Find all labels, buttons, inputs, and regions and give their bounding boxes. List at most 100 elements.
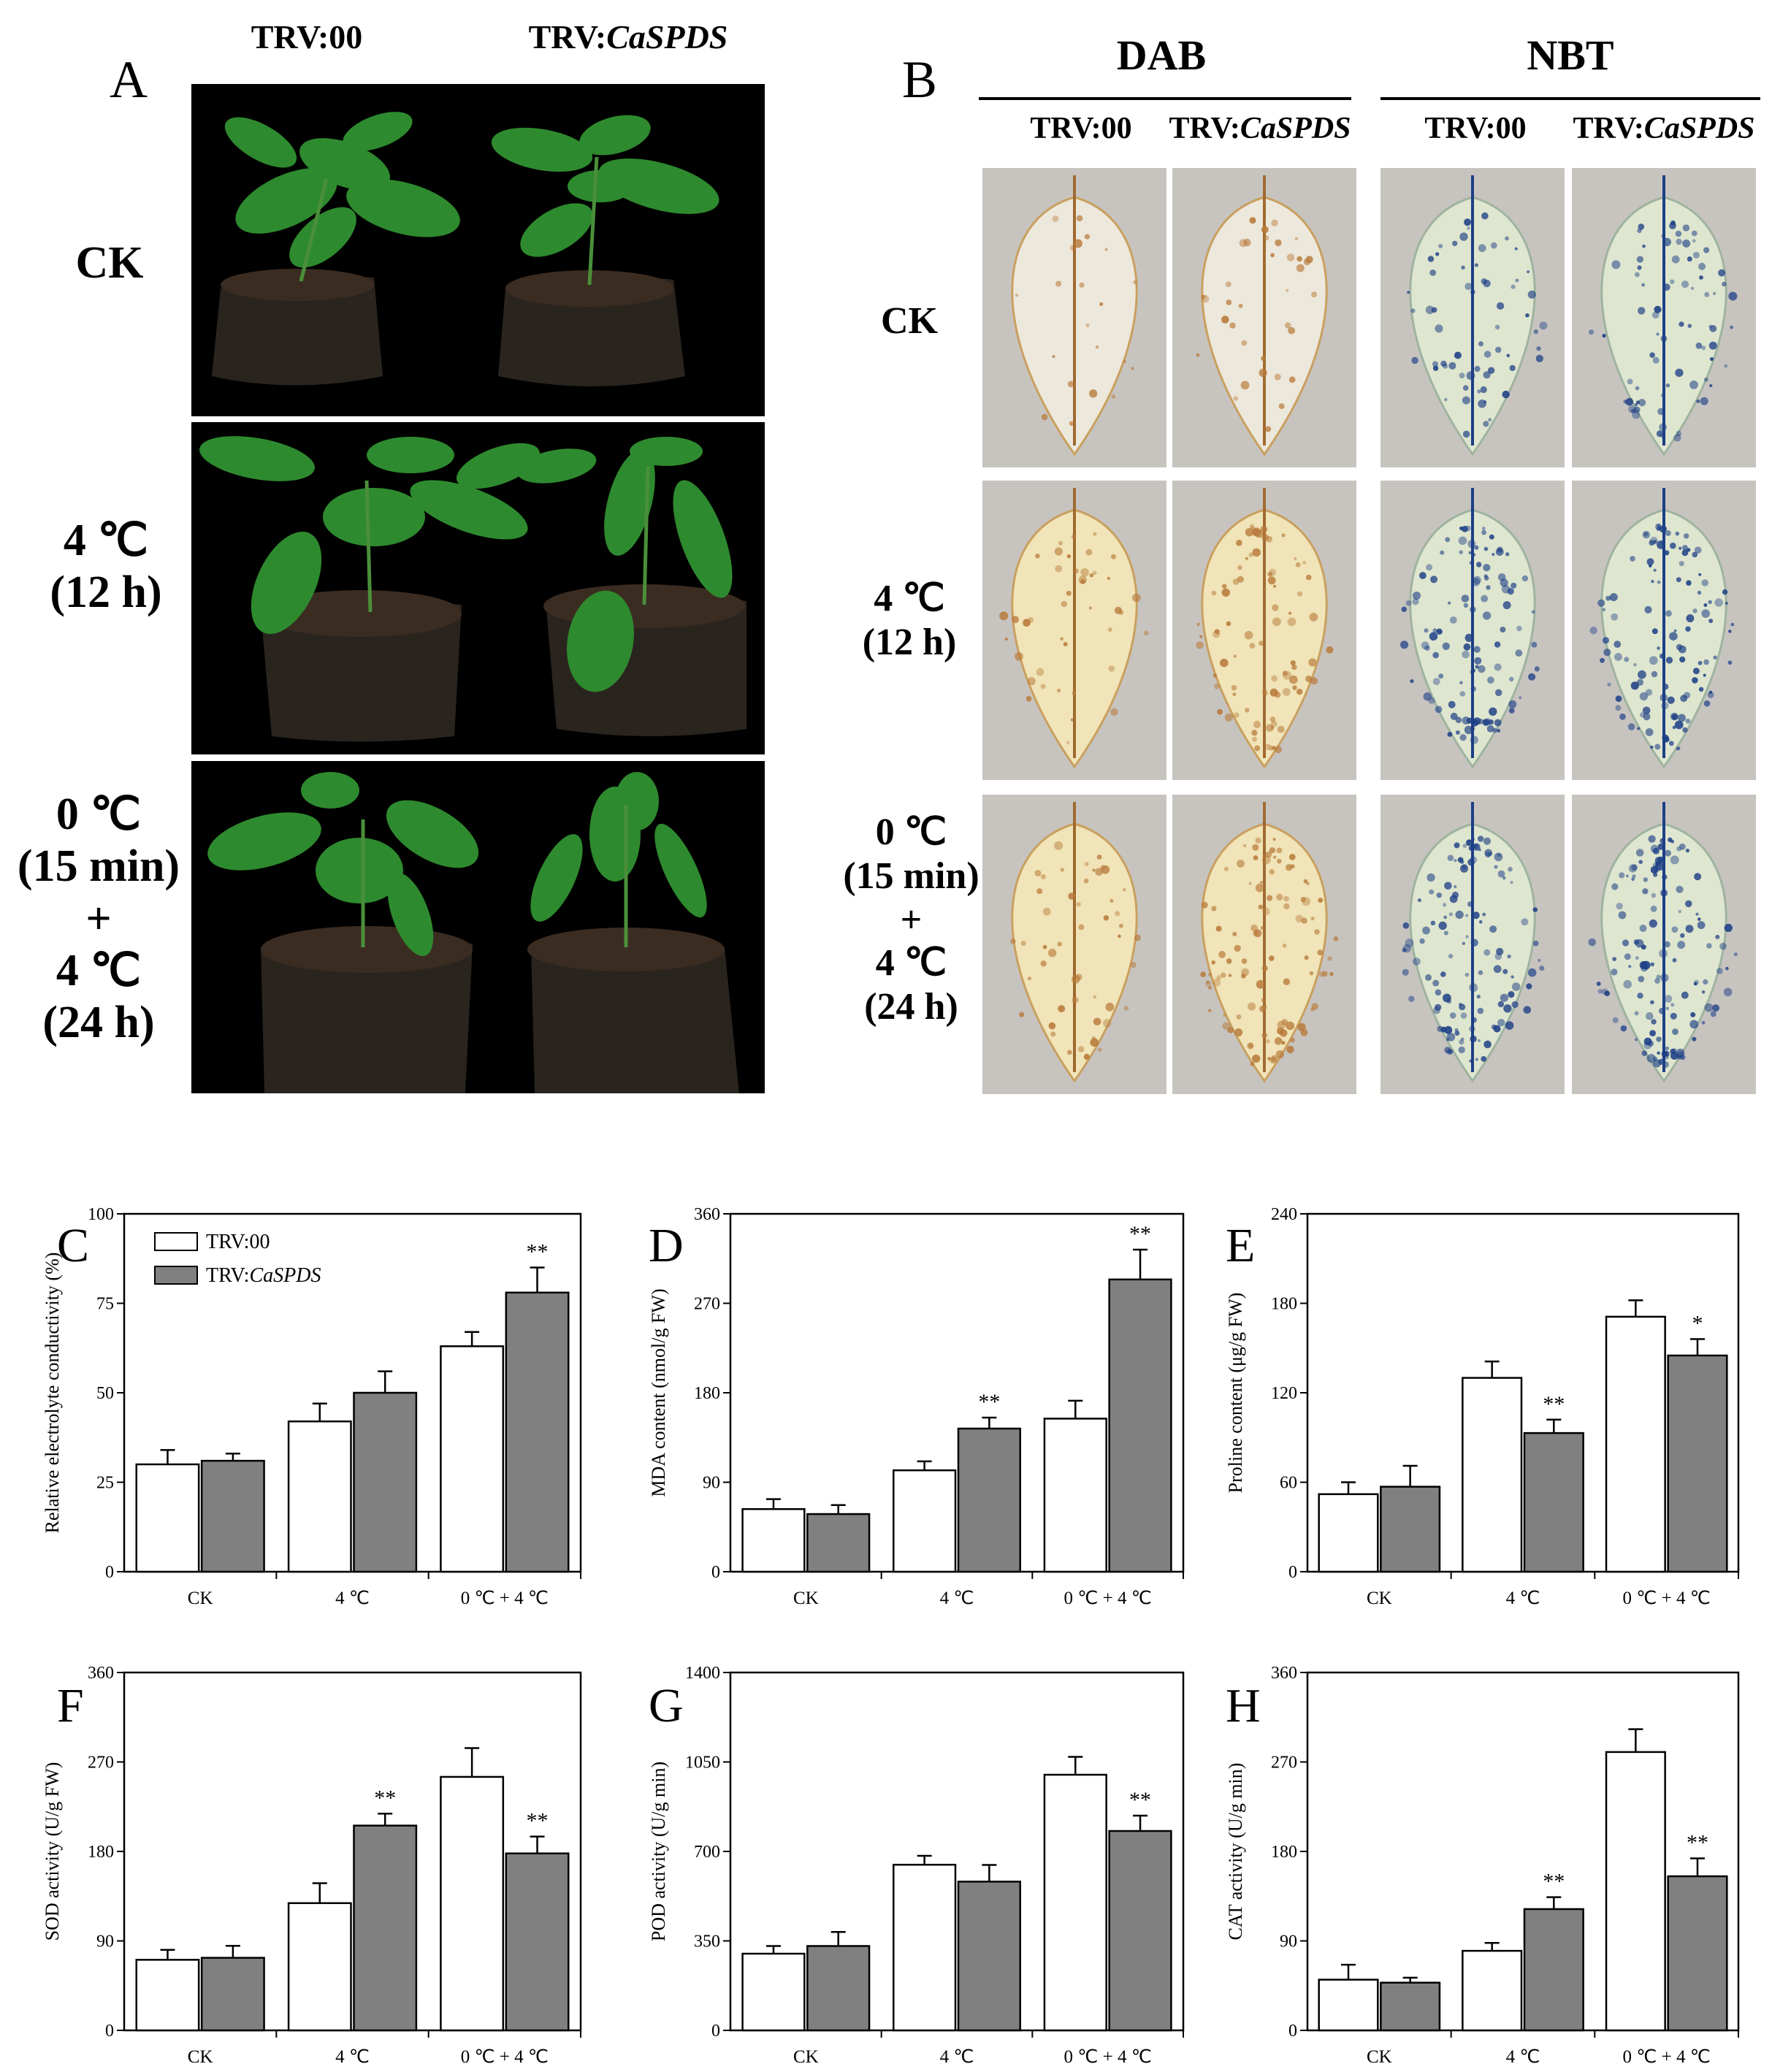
plant-leaves — [224, 112, 719, 268]
bar-trvcaspds — [1380, 1981, 1441, 2032]
chart-D: D 0 90 180 270 360 MDA content (nmol/g FW) CK 4 … — [648, 1205, 1185, 1608]
leaf-photo-nbt-trv00-4c — [1380, 481, 1565, 780]
y-tick-label: 180 — [88, 1843, 114, 1862]
bar-trv00 — [893, 1863, 957, 2032]
row-label-line: 0 ℃ — [56, 790, 142, 839]
panel-b-nbt-underline — [1380, 97, 1760, 100]
stain-spots — [1196, 524, 1334, 754]
significance-mark: ** — [1129, 1788, 1151, 1812]
row-label-line: + — [900, 898, 923, 941]
bar-trv00 — [741, 1952, 806, 2032]
x-tick-label: 0 ℃ + 4 ℃ — [1064, 2047, 1152, 2067]
bar-trvcaspds — [505, 1852, 570, 2032]
pot — [527, 928, 739, 1093]
significance-mark: * — [1692, 1312, 1703, 1336]
row-label-line: (24 h) — [864, 986, 958, 1028]
chart-C: C 0 25 50 75 100 Relative electrolyte conducti… — [42, 1205, 582, 1608]
stain-spots — [1402, 836, 1545, 1063]
y-tick-label: 270 — [1271, 1754, 1297, 1773]
stain-spots — [1400, 525, 1540, 744]
pot — [498, 270, 685, 386]
y-tick-label: 700 — [694, 1843, 720, 1862]
x-tick-label: 4 ℃ — [940, 2047, 974, 2067]
bar-trv00 — [1318, 1493, 1379, 1573]
bar-trvcaspds — [353, 1824, 418, 2032]
bar-trvcaspds — [200, 1459, 265, 1573]
panel-b-row-4c-label: 4 ℃ (12 h) — [840, 577, 979, 665]
bar-trv00 — [440, 1345, 505, 1573]
bar-trv00 — [1043, 1773, 1107, 2032]
y-tick-label: 0 — [105, 1563, 114, 1582]
leaf-photo-dab-trvcaspds-ck — [1172, 168, 1356, 467]
stain-spots — [1589, 220, 1738, 442]
leaf-photo-nbt-trvcaspds-ck — [1572, 168, 1756, 467]
y-tick-label: 360 — [1271, 1664, 1297, 1683]
bar-trvcaspds — [353, 1391, 418, 1573]
panel-b-dab-col2-header: TRV:CaSPDS — [1154, 111, 1366, 146]
x-tick-label: CK — [1367, 1589, 1392, 1608]
plant-photo-0c — [191, 761, 765, 1093]
plant-photo-4c — [191, 422, 765, 754]
plant-photo-ck — [191, 84, 765, 416]
y-tick-label: 180 — [1271, 1295, 1297, 1314]
bar-trvcaspds — [957, 1881, 1021, 2032]
panel-a-row-4c-label: 4 ℃ (12 h) — [15, 515, 197, 619]
leaf-photo-dab-trvcaspds-0c — [1172, 795, 1356, 1094]
bar-trv00 — [1462, 1377, 1523, 1573]
stain-spots — [1010, 841, 1141, 1060]
x-tick-label: 4 ℃ — [335, 1589, 370, 1608]
row-label-line: + — [85, 893, 112, 944]
bar-trv00 — [1605, 1751, 1666, 2032]
row-label-line: (12 h) — [862, 621, 957, 663]
bar-trv00 — [1605, 1315, 1666, 1573]
bar-trv00 — [1043, 1418, 1107, 1573]
plant-stems — [361, 805, 628, 947]
stain-spots — [1407, 212, 1548, 438]
y-axis-label: SOD activity (U/g FW) — [42, 1762, 63, 1941]
significance-mark: ** — [1129, 1222, 1151, 1246]
bar-trvcaspds — [1667, 1354, 1728, 1573]
y-tick-label: 90 — [1280, 1933, 1297, 1951]
legend-label-trvcaspds: TRV:CaSPDS — [206, 1264, 321, 1287]
legend-swatch-trvcaspds — [154, 1266, 198, 1285]
legend: TRV:00 TRV:CaSPDS — [154, 1231, 321, 1287]
y-tick-label: 0 — [105, 2022, 114, 2041]
x-tick-label: 4 ℃ — [1506, 2047, 1540, 2067]
row-label-line: (24 h) — [42, 998, 155, 1048]
y-tick-label: 0 — [1288, 1563, 1297, 1582]
x-tick-label: 4 ℃ — [940, 1589, 974, 1608]
y-axis-label: CAT activity (U/g min) — [1225, 1763, 1246, 1941]
col2-prefix: TRV: — [1573, 112, 1644, 145]
leaf-photo-nbt-trvcaspds-0c — [1572, 795, 1756, 1094]
plant-leaves — [207, 772, 707, 957]
panel-b-letter: B — [902, 50, 938, 109]
bar-trvcaspds — [1523, 1431, 1584, 1573]
x-tick-label: 0 ℃ + 4 ℃ — [1623, 2047, 1711, 2067]
chart-F: F 0 90 180 270 360 SOD activity (U/g FW) CK 4 ℃ *… — [42, 1664, 582, 2067]
plant-leaves — [199, 436, 733, 692]
bar-trvcaspds — [505, 1291, 570, 1573]
y-tick-label: 75 — [96, 1295, 114, 1314]
y-tick-label: 180 — [694, 1384, 720, 1403]
y-tick-label: 25 — [96, 1474, 114, 1493]
row-label-line: 4 ℃ — [875, 942, 947, 985]
row-label-line: (12 h) — [50, 567, 162, 618]
pot — [212, 269, 383, 386]
x-tick-label: 4 ℃ — [1506, 1589, 1540, 1608]
bar-trv00 — [135, 1959, 200, 2032]
stain-spots — [1200, 837, 1339, 1066]
bar-trvcaspds — [1108, 1830, 1172, 2032]
leaf-photo-dab-trv00-4c — [982, 481, 1166, 780]
leaf-photo-nbt-trvcaspds-4c — [1572, 481, 1756, 780]
panel-b-row-ck-label: CK — [840, 299, 979, 343]
col2-gene: CaSPDS — [606, 18, 728, 56]
panel-b-nbt-col2-header: TRV:CaSPDS — [1556, 111, 1772, 146]
leaf-photo-dab-trv00-0c — [982, 795, 1166, 1094]
row-label-line: 4 ℃ — [874, 578, 945, 619]
leaf-photo-dab-trvcaspds-4c — [1172, 481, 1356, 780]
panel-letter: H — [1226, 1679, 1261, 1732]
significance-mark: ** — [527, 1809, 549, 1833]
y-tick-label: 360 — [694, 1205, 720, 1224]
x-tick-label: 0 ℃ + 4 ℃ — [461, 1589, 549, 1608]
bar-trv00 — [287, 1420, 352, 1573]
